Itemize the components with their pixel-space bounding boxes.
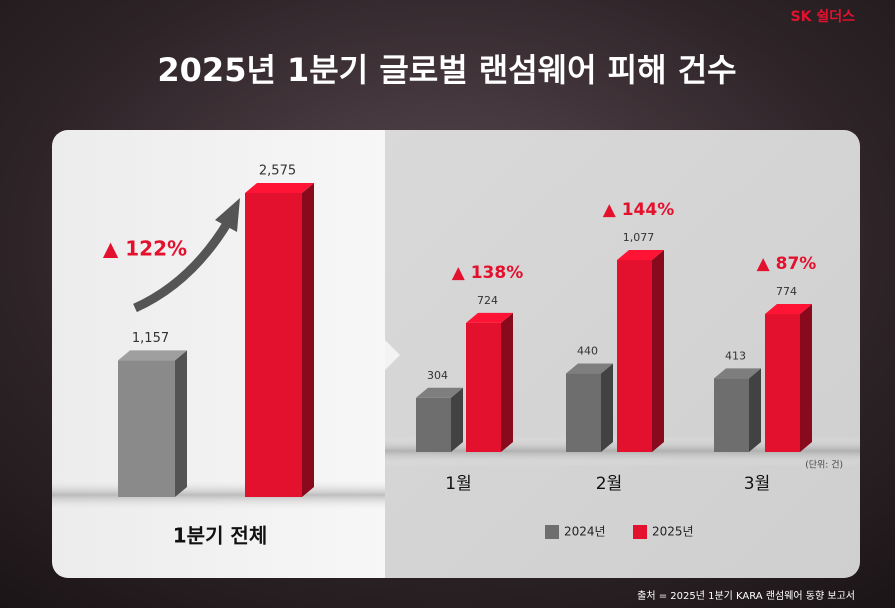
bar-side xyxy=(501,312,513,452)
legend-swatch xyxy=(545,525,559,539)
growth-arrow xyxy=(133,219,232,313)
bar xyxy=(566,373,601,452)
bar-top xyxy=(245,183,314,193)
bar-top xyxy=(617,250,664,260)
bar xyxy=(118,360,175,497)
bar-side xyxy=(652,250,664,452)
bar-top xyxy=(765,304,812,315)
bar xyxy=(765,314,800,452)
source: 출처 = 2025년 1분기 KARA 랜섬웨어 동향 보고서 xyxy=(637,590,855,602)
value-label: 2,575 xyxy=(259,164,296,179)
bar xyxy=(714,378,749,452)
bar-side xyxy=(175,350,187,497)
value-label: 1,157 xyxy=(132,331,169,346)
bar-top xyxy=(118,350,187,361)
bar-top xyxy=(416,387,463,398)
growth-arrow-head xyxy=(215,198,240,232)
bar-side xyxy=(302,183,314,497)
value-label: 774 xyxy=(776,285,797,298)
bar-side xyxy=(451,387,463,452)
bar-top xyxy=(466,312,513,323)
annotation: ▲ 87% xyxy=(757,254,817,274)
bar-top xyxy=(714,368,761,379)
x-tick-label: 3월 xyxy=(744,474,770,494)
bar xyxy=(416,397,451,452)
value-label: 413 xyxy=(725,349,746,362)
annotation: ▲ 122% xyxy=(103,237,187,261)
bar xyxy=(466,322,501,452)
value-label: 1,077 xyxy=(623,231,655,244)
bar-side xyxy=(800,304,812,452)
x-tick-label: 2월 xyxy=(596,474,622,494)
bar-side xyxy=(601,363,613,452)
annotation: ▲ 144% xyxy=(603,200,675,220)
floor xyxy=(52,478,385,512)
bar xyxy=(617,260,652,452)
legend-label: 2024년 xyxy=(564,525,606,539)
legend-label: 2025년 xyxy=(652,525,694,539)
bar-top xyxy=(566,363,613,374)
value-label: 440 xyxy=(577,345,598,358)
unit-note: (단위: 건) xyxy=(805,460,843,471)
bar-side xyxy=(749,368,761,452)
annotation: ▲ 138% xyxy=(452,263,524,283)
legend-swatch xyxy=(633,525,647,539)
x-tick-label: 1월 xyxy=(445,474,471,494)
panel-pointer xyxy=(385,340,400,370)
value-label: 304 xyxy=(427,369,448,382)
brand: SK 쉴더스 xyxy=(791,9,856,25)
bar xyxy=(245,193,302,497)
value-label: 724 xyxy=(477,294,498,307)
chart-label: 1분기 전체 xyxy=(173,524,267,548)
title: 2025년 1분기 글로벌 랜섬웨어 피해 건수 xyxy=(157,51,736,89)
